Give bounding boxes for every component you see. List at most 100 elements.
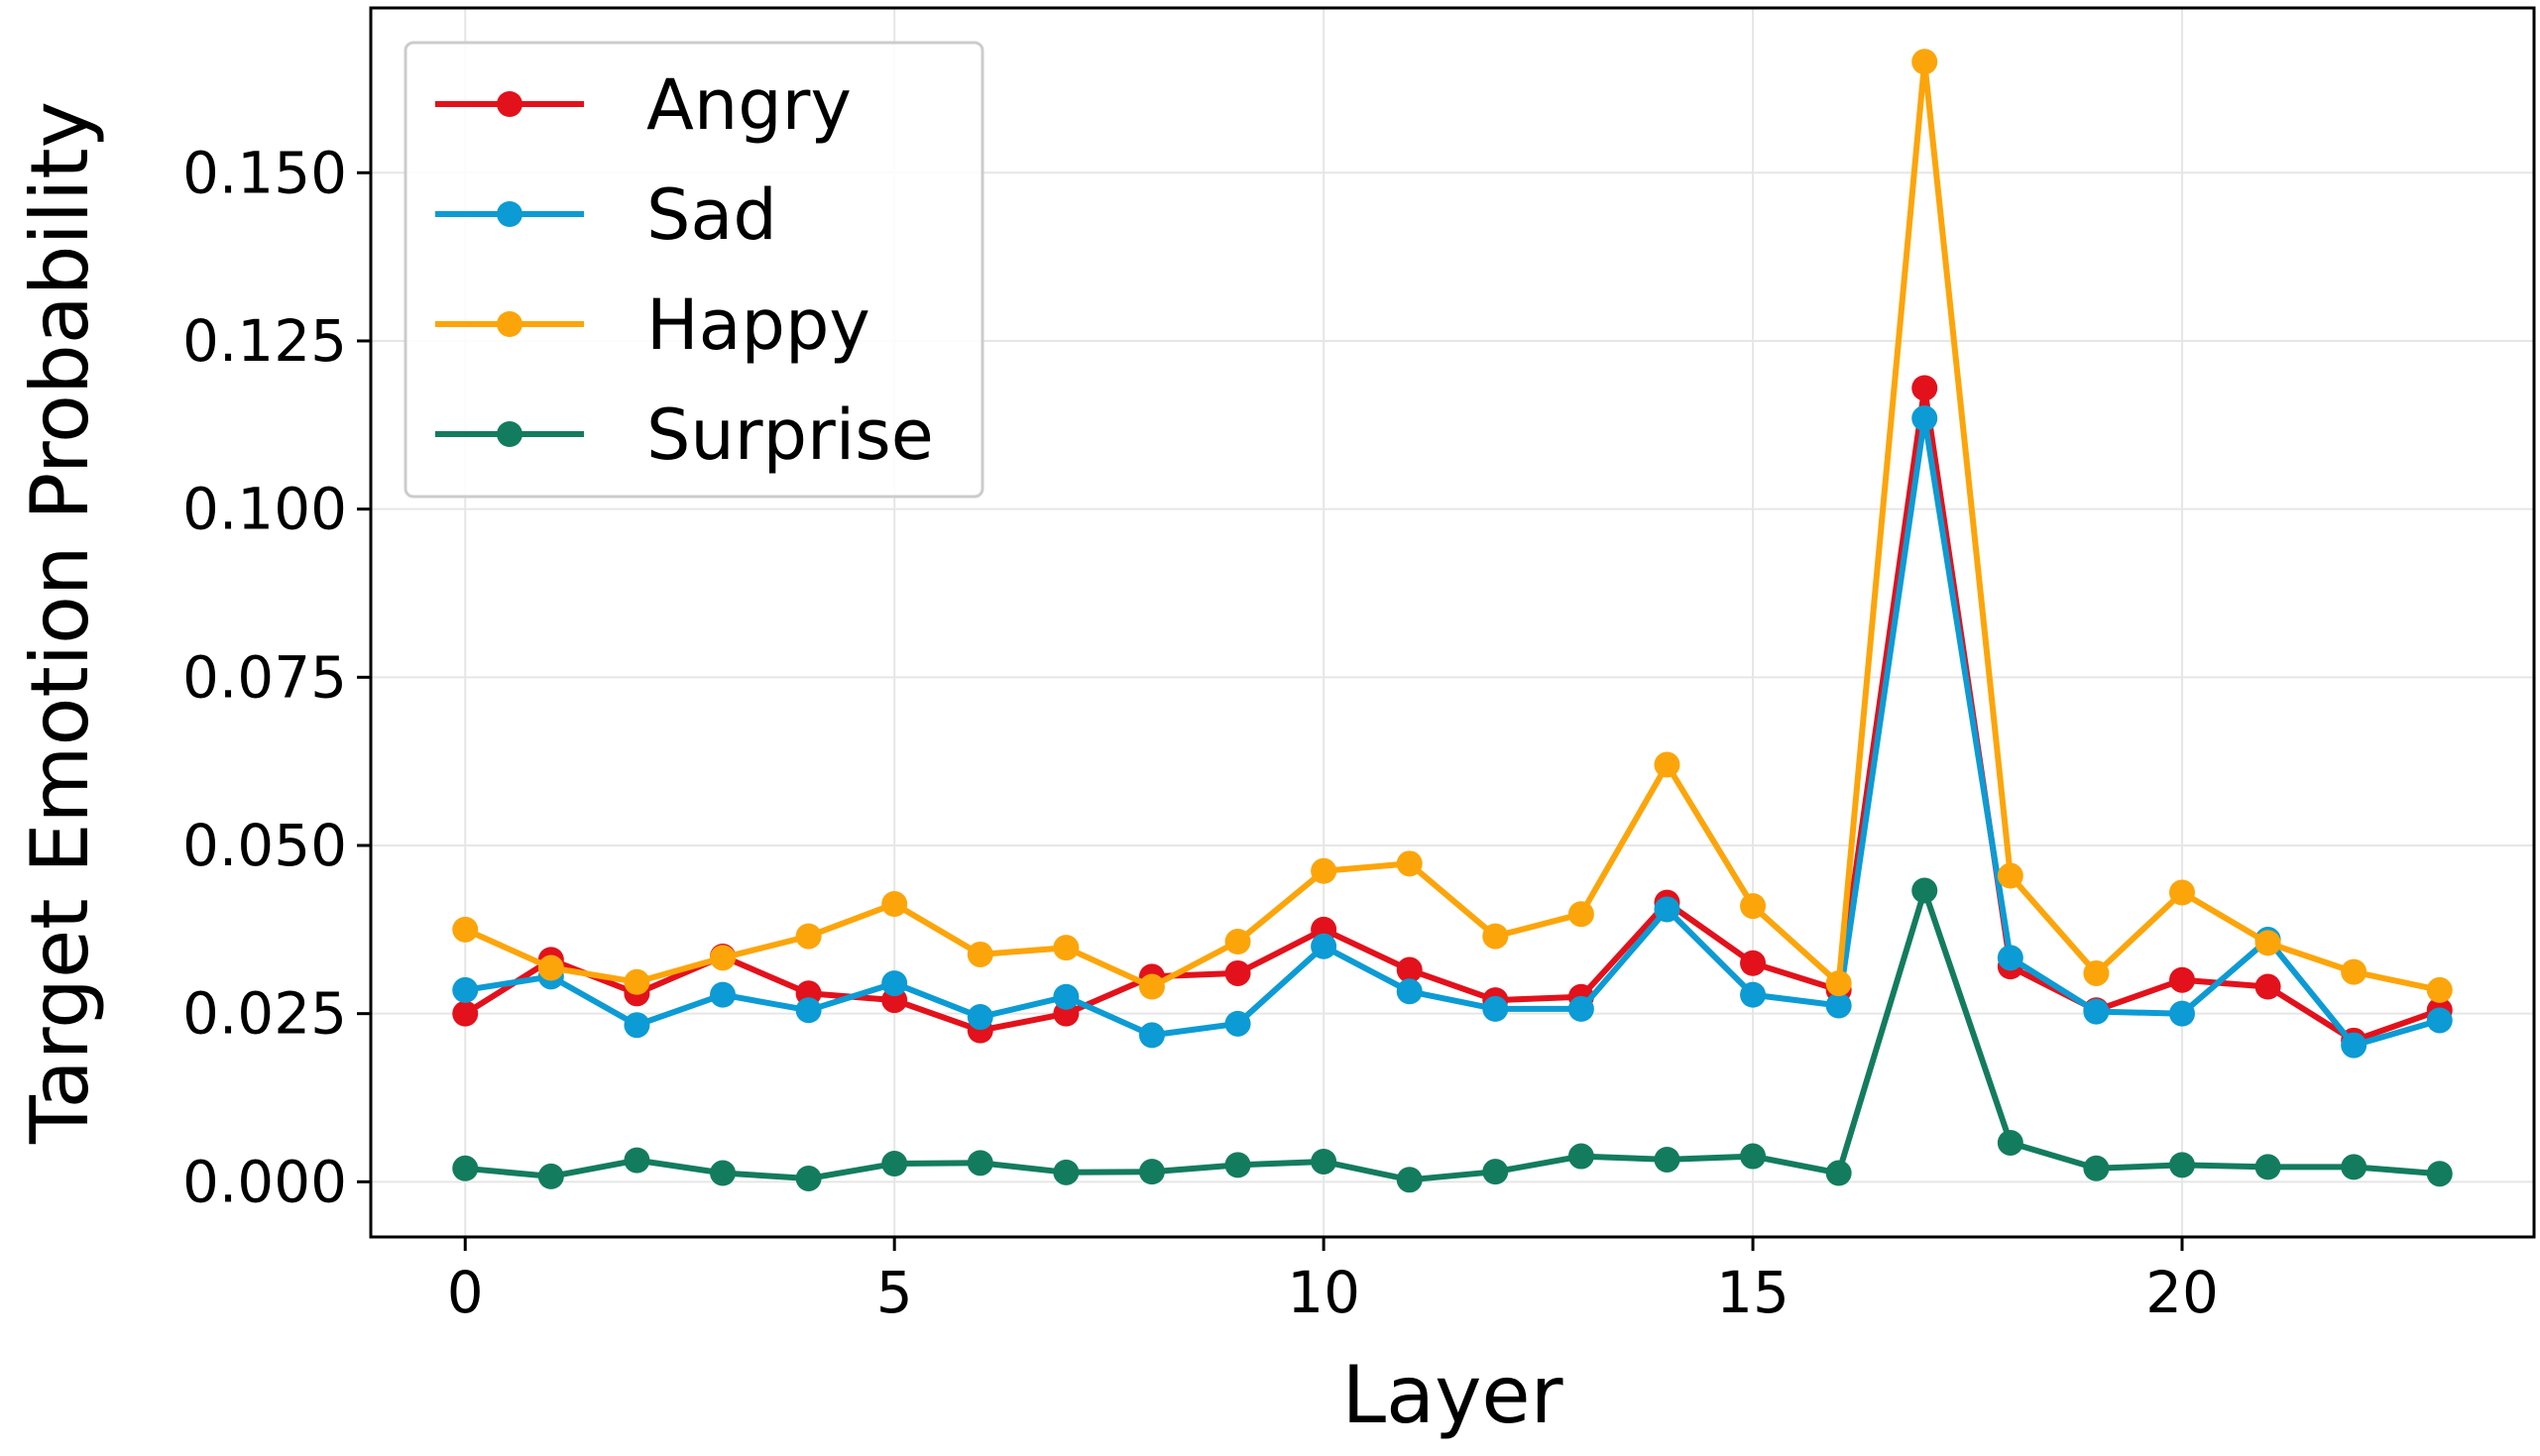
data-point-sad [1396, 978, 1423, 1005]
series-line-happy [462, 58, 2443, 993]
y-tick-label: 0.100 [182, 476, 347, 543]
data-point-happy [881, 891, 908, 918]
data-point-happy [624, 968, 650, 995]
data-point-sad [2341, 1032, 2367, 1059]
data-point-angry [1911, 375, 1938, 401]
data-point-surprise [1825, 1160, 1852, 1186]
legend-swatch-marker [497, 91, 522, 117]
y-axis-title: Target Emotion Probability [14, 101, 106, 1145]
data-point-sad [2083, 998, 2110, 1025]
data-point-angry [1224, 959, 1251, 986]
x-tick-label: 5 [876, 1259, 913, 1326]
y-tick-label: 0.125 [182, 307, 347, 375]
data-point-sad [881, 970, 908, 997]
data-point-happy [452, 916, 479, 943]
data-point-happy [1224, 929, 1251, 955]
legend-label: Sad [646, 174, 777, 256]
data-point-sad [1224, 1010, 1251, 1037]
data-point-surprise [2254, 1154, 2281, 1180]
x-axis: 0 5 10 15 20 [447, 1237, 2219, 1326]
data-point-happy [1825, 970, 1852, 997]
data-point-happy [2168, 879, 2195, 906]
data-point-angry [1396, 956, 1423, 983]
data-point-happy [1911, 49, 1938, 75]
series-sad [452, 405, 2453, 1059]
data-point-surprise [1911, 877, 1938, 904]
y-tick-label: 0.075 [182, 643, 347, 711]
data-point-angry [452, 1000, 479, 1027]
data-point-happy [1396, 850, 1423, 877]
data-point-happy [537, 954, 564, 981]
data-point-angry [1740, 950, 1767, 976]
data-point-angry [2254, 973, 2281, 1000]
data-point-sad [2426, 1007, 2453, 1034]
data-point-happy [2341, 958, 2367, 985]
data-point-surprise [537, 1163, 564, 1189]
data-point-sad [1997, 945, 2023, 971]
data-point-happy [1654, 751, 1680, 778]
data-point-happy [1482, 923, 1509, 950]
data-point-happy [1997, 862, 2023, 889]
data-point-surprise [2083, 1155, 2110, 1181]
series-happy [452, 49, 2453, 1003]
y-tick-label: 0.150 [182, 139, 347, 206]
legend-label: Angry [646, 64, 852, 146]
plot-frame [369, 6, 2536, 1239]
data-point-surprise [967, 1150, 993, 1176]
data-point-surprise [624, 1147, 650, 1174]
series-line-sad [462, 415, 2443, 1049]
data-point-sad [1482, 995, 1509, 1022]
data-point-surprise [1567, 1143, 1594, 1170]
x-axis-title: Layer [1341, 1349, 1562, 1441]
data-point-surprise [1396, 1167, 1423, 1193]
x-tick-label: 20 [2145, 1259, 2219, 1326]
data-point-happy [795, 923, 822, 950]
y-tick-label: 0.050 [182, 812, 347, 879]
data-point-surprise [1482, 1159, 1509, 1185]
data-point-happy [1053, 935, 1080, 961]
x-tick-label: 15 [1716, 1259, 1790, 1326]
data-point-sad [1311, 933, 1337, 959]
data-point-happy [1740, 893, 1767, 920]
data-point-sad [1911, 405, 1938, 432]
data-point-happy [710, 945, 737, 971]
data-point-sad [624, 1012, 650, 1039]
y-axis: 0.000 0.025 0.050 0.075 0.100 0.125 0.150 [182, 139, 371, 1215]
legend-label: Happy [646, 284, 870, 366]
data-point-sad [2168, 1000, 2195, 1027]
data-point-sad [967, 1004, 993, 1031]
data-point-happy [2426, 976, 2453, 1003]
data-point-surprise [2426, 1161, 2453, 1187]
legend-item-sad: Sad [435, 174, 777, 256]
y-tick-label: 0.025 [182, 980, 347, 1048]
data-point-sad [1654, 896, 1680, 923]
series-surprise [452, 877, 2453, 1193]
series-line-angry [462, 385, 2443, 1044]
series-line-surprise [462, 887, 2443, 1183]
legend-item-angry: Angry [435, 64, 852, 146]
data-point-surprise [1053, 1159, 1080, 1185]
data-point-surprise [1224, 1152, 1251, 1178]
x-tick-label: 0 [447, 1259, 484, 1326]
data-point-surprise [1138, 1159, 1165, 1185]
data-point-sad [795, 997, 822, 1024]
data-point-surprise [710, 1160, 737, 1186]
data-point-surprise [1997, 1129, 2023, 1156]
legend-swatch-marker [497, 421, 522, 447]
data-point-happy [1138, 973, 1165, 1000]
legend-item-surprise: Surprise [435, 394, 934, 476]
data-point-surprise [2168, 1152, 2195, 1178]
data-point-sad [1825, 992, 1852, 1019]
data-point-sad [1567, 995, 1594, 1022]
y-tick-label: 0.000 [182, 1148, 347, 1215]
data-point-angry [2168, 966, 2195, 993]
legend-swatch-marker [497, 311, 522, 337]
legend-item-happy: Happy [435, 284, 870, 366]
data-point-surprise [1311, 1148, 1337, 1175]
data-point-happy [2254, 930, 2281, 956]
data-point-surprise [1740, 1143, 1767, 1170]
data-point-happy [1567, 901, 1594, 928]
data-point-happy [967, 941, 993, 967]
data-point-happy [1311, 857, 1337, 884]
